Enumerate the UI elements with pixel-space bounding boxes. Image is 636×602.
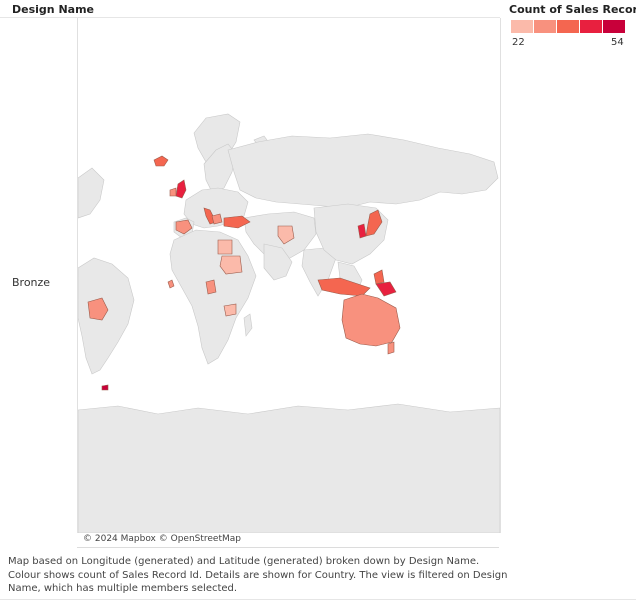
country-uk	[175, 179, 187, 199]
map-attribution: © 2024 Mapbox © OpenStreetMap	[83, 534, 241, 544]
country-greece	[211, 213, 223, 225]
legend-swatch-5[interactable]	[603, 20, 625, 33]
country-new-zealand	[387, 341, 395, 355]
row-label-bronze: Bronze	[12, 276, 51, 289]
legend-swatch-2[interactable]	[534, 20, 556, 33]
color-legend[interactable]	[511, 20, 626, 33]
russia	[227, 133, 499, 209]
map-bottom-border	[77, 547, 499, 548]
column-header: Design Name	[12, 3, 94, 16]
country-bolivia	[87, 297, 109, 321]
footer-divider	[0, 599, 636, 600]
country-iceland	[153, 155, 169, 167]
legend-swatch-1[interactable]	[511, 20, 533, 33]
country-zimbabwe	[223, 303, 237, 317]
arabia	[263, 243, 293, 281]
country-australia	[341, 293, 401, 347]
north-america	[78, 167, 105, 219]
world-map[interactable]	[77, 18, 501, 533]
highlighted-countries	[87, 155, 401, 391]
country-turkey	[223, 215, 251, 229]
country-spain	[175, 219, 193, 235]
country-liberia	[167, 279, 175, 289]
country-ireland	[169, 187, 177, 197]
country-japan	[365, 209, 383, 237]
caption-line-3: Name, which has multiple members selecte…	[8, 583, 238, 594]
country-papua-new-guinea	[375, 281, 397, 297]
caption-line-2: Colour shows count of Sales Record Id. D…	[8, 569, 508, 581]
south-america	[78, 257, 135, 375]
base-land	[78, 113, 500, 533]
country-philippines	[373, 269, 385, 285]
legend-swatch-4[interactable]	[580, 20, 602, 33]
legend-title: Count of Sales Record Id	[509, 3, 636, 16]
scandinavia	[203, 143, 237, 193]
legend-max-label: 54	[611, 37, 624, 48]
header-divider	[0, 17, 500, 18]
africa	[169, 229, 257, 365]
country-egypt	[217, 239, 233, 255]
madagascar	[243, 313, 253, 337]
map-caption: Map based on Longitude (generated) and L…	[8, 555, 508, 596]
antarctica	[78, 403, 500, 533]
caption-line-1: Map based on Longitude (generated) and L…	[8, 556, 480, 567]
country-sudan	[219, 255, 243, 275]
country-iran	[277, 225, 295, 245]
legend-min-label: 22	[512, 37, 525, 48]
country-falklands	[101, 384, 109, 391]
map-canvas[interactable]	[78, 18, 500, 533]
country-kenya	[205, 279, 217, 295]
legend-swatch-3[interactable]	[557, 20, 579, 33]
country-indonesia	[317, 277, 371, 297]
